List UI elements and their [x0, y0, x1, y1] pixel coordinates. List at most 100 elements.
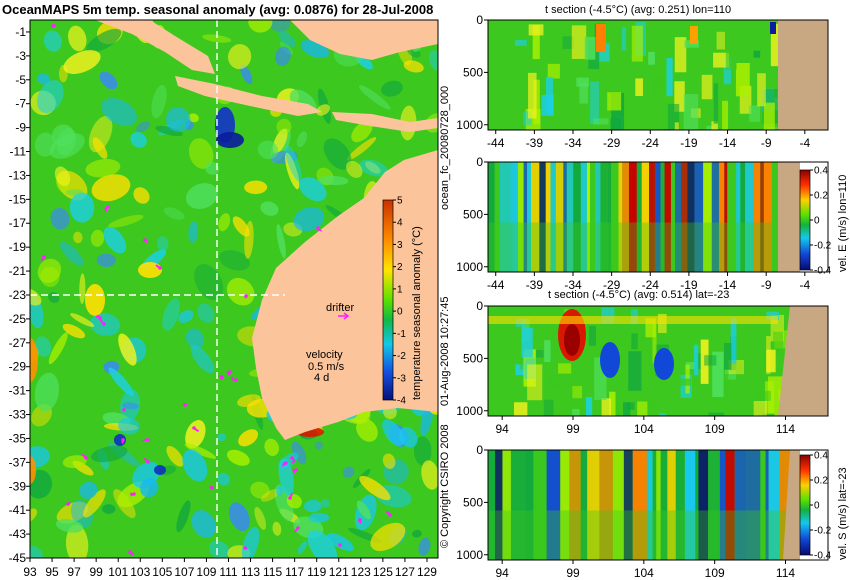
section-x-tick-label: -14 [719, 136, 737, 150]
map-y-tick-label: -7 [15, 97, 26, 111]
section-x-tick-label: -39 [526, 278, 544, 292]
vel-e-colorbar-label: vel. E (m/s) lon=110 [837, 175, 849, 272]
map-x-tick-label: 103 [130, 565, 150, 579]
map-x-tick-label: 117 [285, 565, 304, 579]
section-cell [659, 413, 666, 456]
section-x-tick-label: -34 [564, 136, 582, 150]
section-cell [717, 32, 725, 50]
section-y-tick-label: 500 [463, 495, 483, 509]
drifter-position [121, 438, 125, 442]
drifter-position [42, 255, 46, 259]
section-cell [726, 38, 737, 70]
section-cell [594, 118, 609, 124]
section-x-tick-label: -9 [761, 278, 772, 292]
map-y-tick-label: -37 [9, 455, 27, 469]
section-x-tick-label: -29 [603, 136, 621, 150]
section-x-tick-label: -4 [799, 278, 810, 292]
drifter-position [288, 496, 292, 500]
drifter-position [244, 294, 248, 298]
drifter-position [132, 492, 136, 496]
section-cell [724, 343, 731, 370]
map-y-tick-label: -17 [9, 216, 27, 230]
section-y-tick-label: 500 [463, 351, 483, 365]
section-x-tick-label: -19 [680, 136, 698, 150]
section-cell [579, 83, 588, 103]
section-y-tick-label: 1000 [456, 548, 483, 562]
section-cell [757, 73, 766, 106]
section-panel-2 [488, 162, 828, 272]
map-x-tick-label: 107 [174, 565, 194, 579]
map-x-tick-label: 113 [241, 565, 260, 579]
section-x-tick-label: -19 [680, 278, 698, 292]
vel-colorbar-tick-label: -0.4 [814, 551, 832, 562]
temp-colorbar-label: temperature seasonal anomaly (°C) [411, 226, 423, 400]
map-y-tick-label: -21 [9, 264, 27, 278]
section-y-tick-label: 0 [476, 155, 483, 169]
anomaly-patch [154, 465, 166, 475]
section-cell [704, 355, 716, 365]
drifter-position [290, 456, 294, 460]
section-cell [766, 350, 775, 373]
section-cell [488, 511, 828, 561]
section-x-tick-label: -24 [642, 278, 660, 292]
drifter-position [358, 518, 362, 522]
section-cell [585, 37, 596, 60]
section-y-tick-label: 0 [476, 299, 483, 313]
section-x-tick-label: 104 [634, 566, 654, 580]
vel-colorbar-tick-label: 0.2 [814, 476, 828, 487]
section-x-tick-label: -44 [487, 278, 505, 292]
vel-colorbar-tick-label: -0.2 [814, 526, 832, 537]
temp-colorbar [383, 200, 393, 400]
anomaly-patch [138, 262, 162, 278]
map-y-tick-label: -39 [9, 479, 27, 493]
section-cell [731, 318, 737, 364]
section-y-tick-label: 0 [476, 443, 483, 457]
section-x-tick-label: -39 [526, 136, 544, 150]
section-land [778, 20, 828, 130]
drifter-position [294, 468, 298, 472]
drifter-position [192, 426, 196, 430]
section-cell [544, 400, 554, 425]
drifter-position [146, 460, 150, 464]
section-cell [600, 342, 620, 378]
section-panel-4 [488, 450, 837, 560]
section-cell [724, 374, 729, 404]
section-cell [521, 328, 532, 358]
section-cell [552, 376, 563, 384]
drifter-position [128, 550, 132, 554]
section-cell [690, 26, 698, 44]
section-cell [678, 379, 691, 386]
section-x-tick-label: 94 [495, 566, 509, 580]
section-x-tick-label: -44 [487, 136, 505, 150]
map-y-tick-label: -1 [15, 25, 26, 39]
temp-colorbar-tick-label: 0 [397, 307, 403, 318]
section-y-tick-label: 500 [463, 207, 483, 221]
section-cell [754, 51, 761, 58]
section-panel-1-title: t section (-4.5°C) (avg: 0.251) lon=110 [545, 4, 731, 16]
run-time-label: 01-Aug-2008 10:27:45 [439, 297, 451, 406]
drifter-label: drifter [326, 302, 354, 314]
section-cell [564, 324, 580, 356]
temp-colorbar-tick-label: -2 [397, 351, 406, 362]
drifter-position [228, 370, 232, 374]
section-cell [548, 64, 560, 79]
drifter-position [220, 376, 224, 380]
map-y-tick-label: -29 [9, 360, 27, 374]
temp-colorbar-tick-label: -1 [397, 329, 406, 340]
anomaly-patch [66, 189, 83, 195]
section-cell [714, 83, 718, 123]
temp-colorbar-tick-label: 2 [397, 262, 403, 273]
vel-s-colorbar [800, 455, 810, 555]
section-x-tick-label: -34 [564, 278, 582, 292]
section-cell [514, 402, 527, 441]
temp-colorbar-tick-label: 5 [397, 196, 403, 207]
map-x-tick-label: 93 [23, 565, 37, 579]
section-cell [572, 386, 582, 398]
drifter-position [296, 526, 300, 530]
temp-colorbar-tick-label: -3 [397, 373, 406, 384]
section-cell [529, 24, 544, 35]
section-y-tick-label: 0 [476, 13, 483, 27]
section-cell [622, 27, 626, 50]
map-y-tick-label: -9 [15, 121, 26, 135]
section-x-tick-label: 109 [705, 422, 725, 436]
